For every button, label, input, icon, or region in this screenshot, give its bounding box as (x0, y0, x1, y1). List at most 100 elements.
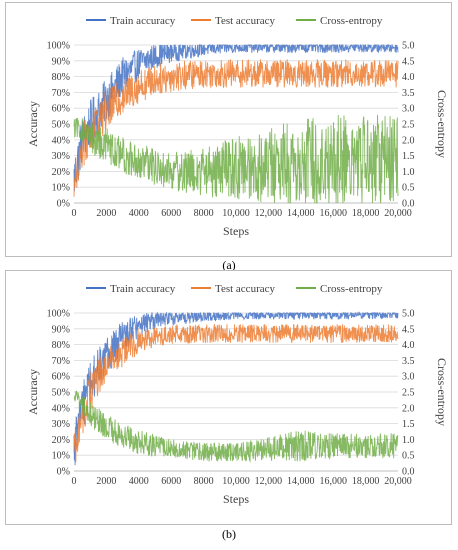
y-tick-label: 60% (52, 372, 70, 383)
y2-tick-label: 2.0 (402, 403, 415, 414)
panel-label-a: (a) (222, 258, 236, 272)
y2-tick-label: 1.0 (402, 167, 415, 178)
y-tick-label: 40% (52, 135, 70, 146)
y-tick-label: 70% (52, 356, 70, 367)
legend-label: Test accuracy (215, 283, 275, 295)
y2-tick-label: 0.5 (402, 183, 415, 194)
x-tick-label: 2000 (96, 476, 116, 487)
legend-label: Cross-entropy (320, 15, 383, 27)
y2-tick-label: 4.0 (402, 72, 415, 83)
series-line (73, 390, 399, 463)
y-axis-title: Accuracy (26, 369, 40, 415)
y2-tick-label: 2.0 (402, 135, 415, 146)
legend-entry: Cross-entropy (296, 283, 383, 295)
panel-label-b: (b) (222, 527, 236, 541)
legend-entry: Cross-entropy (296, 15, 383, 27)
legend-label: Train accuracy (110, 15, 176, 27)
series-train-accuracy (73, 43, 399, 192)
legend-entry: Test accuracy (191, 283, 275, 295)
y2-axis-title: Cross-entropy (435, 358, 449, 426)
x-tick-label: 20,000 (384, 476, 412, 487)
x-axis-title: Steps (223, 492, 249, 506)
y-tick-label: 20% (52, 435, 70, 446)
y-tick-label: 70% (52, 88, 70, 99)
y2-tick-label: 0.0 (402, 199, 415, 210)
legend-entry: Train accuracy (86, 15, 176, 27)
y2-tick-label: 3.5 (402, 88, 415, 99)
x-tick-label: 12,000 (255, 476, 283, 487)
y2-tick-label: 5.0 (402, 309, 415, 320)
x-tick-label: 8000 (194, 476, 214, 487)
chart-panel-b: 0% 10% 20% 30% 40% 50% 60% 70% 80% 90% 100% 0.0 0.5 1… (5, 270, 452, 525)
y-tick-label: 20% (52, 167, 70, 178)
y2-tick-label: 2.5 (402, 120, 415, 131)
legend-label: Cross-entropy (320, 283, 383, 295)
y-axis-title: Accuracy (26, 101, 40, 147)
series-test-accuracy (73, 59, 399, 197)
y2-tick-label: 4.5 (402, 324, 415, 335)
y-tick-label: 80% (52, 72, 70, 83)
legend-label: Test accuracy (215, 15, 275, 27)
series-line (73, 59, 399, 197)
y-tick-label: 50% (52, 120, 70, 131)
y-tick-label: 90% (52, 324, 70, 335)
y2-tick-label: 1.5 (402, 419, 415, 430)
x-tick-label: 14,000 (287, 476, 315, 487)
legend-label: Train accuracy (110, 283, 176, 295)
y2-tick-label: 3.0 (402, 372, 415, 383)
y-tick-label: 0% (57, 467, 70, 478)
y-tick-label: 100% (47, 41, 70, 52)
y2-axis-title: Cross-entropy (435, 90, 449, 158)
y-tick-label: 10% (52, 451, 70, 462)
legend-entry: Train accuracy (86, 283, 176, 295)
series-cross-entropy (73, 114, 399, 204)
y-tick-label: 30% (52, 151, 70, 162)
x-tick-label: 6000 (161, 476, 181, 487)
y2-tick-label: 2.5 (402, 388, 415, 399)
x-tick-label: 20,000 (384, 208, 412, 219)
x-tick-label: 14,000 (287, 208, 315, 219)
legend-entry: Test accuracy (191, 15, 275, 27)
y-tick-label: 50% (52, 388, 70, 399)
y2-tick-label: 3.0 (402, 104, 415, 115)
y-tick-label: 80% (52, 340, 70, 351)
series-line (73, 43, 399, 192)
x-tick-label: 10,000 (222, 208, 250, 219)
x-axis-title: Steps (223, 224, 249, 238)
series-line (73, 323, 399, 463)
series-line (73, 114, 399, 204)
y2-tick-label: 0.0 (402, 467, 415, 478)
y2-tick-label: 1.5 (402, 151, 415, 162)
y-tick-label: 10% (52, 183, 70, 194)
y-tick-label: 100% (47, 309, 70, 320)
x-tick-label: 0 (72, 476, 77, 487)
x-tick-label: 4000 (129, 476, 149, 487)
y2-tick-label: 0.5 (402, 451, 415, 462)
y2-tick-label: 4.0 (402, 340, 415, 351)
y-tick-label: 40% (52, 403, 70, 414)
x-tick-label: 16,000 (319, 476, 347, 487)
y-tick-label: 0% (57, 199, 70, 210)
x-tick-label: 16,000 (319, 208, 347, 219)
chart-panel-a: 0% 10% 20% 30% 40% 50% 60% 70% 80% 90% 100% 0.0 0.5 1… (5, 2, 452, 257)
y2-tick-label: 3.5 (402, 356, 415, 367)
x-tick-label: 6000 (161, 208, 181, 219)
chart-b-svg: 0% 10% 20% 30% 40% 50% 60% 70% 80% 90% 100% 0.0 0.5 1… (26, 283, 449, 506)
x-tick-label: 18,000 (352, 476, 380, 487)
y-tick-label: 60% (52, 104, 70, 115)
chart-a-svg: 0% 10% 20% 30% 40% 50% 60% 70% 80% 90% 100% 0.0 0.5 1… (26, 15, 449, 238)
y-tick-label: 90% (52, 56, 70, 67)
x-tick-label: 8000 (194, 208, 214, 219)
x-tick-label: 0 (72, 208, 77, 219)
x-tick-label: 4000 (129, 208, 149, 219)
x-tick-label: 18,000 (352, 208, 380, 219)
y-tick-label: 30% (52, 419, 70, 430)
y2-tick-label: 1.0 (402, 435, 415, 446)
y2-tick-label: 5.0 (402, 41, 415, 52)
y2-tick-label: 4.5 (402, 56, 415, 67)
series-cross-entropy (73, 390, 399, 463)
x-tick-label: 12,000 (255, 208, 283, 219)
series-test-accuracy (73, 323, 399, 463)
x-tick-label: 10,000 (222, 476, 250, 487)
